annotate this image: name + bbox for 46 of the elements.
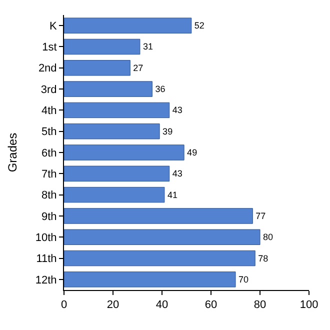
y-tick-label: 8th: [42, 190, 57, 202]
y-tick-label: 11th: [36, 253, 57, 266]
x-tick-label: 20: [106, 299, 120, 312]
y-tick-label: 5th: [42, 126, 57, 138]
bar: [64, 272, 236, 288]
x-tick-label: 100: [300, 299, 318, 312]
bar: [64, 144, 184, 160]
y-tick-label: 6th: [42, 147, 57, 160]
data-label: 31: [142, 42, 153, 52]
y-tick-label: 2nd: [38, 62, 57, 75]
y-tick-label: 12th: [35, 274, 57, 286]
bar: [64, 229, 260, 245]
bar: [64, 186, 165, 203]
data-label: 43: [172, 168, 182, 179]
bar: [64, 81, 152, 97]
x-tick-label: 60: [204, 299, 218, 312]
data-label: 52: [194, 20, 204, 31]
bar: [64, 166, 170, 182]
y-tick-label: 9th: [42, 210, 57, 223]
data-label: 27: [133, 62, 144, 73]
bar: [64, 250, 256, 266]
x-tick-label: 40: [156, 299, 168, 312]
x-tick-label: 80: [254, 299, 266, 312]
data-label: 41: [167, 190, 178, 200]
data-label: 70: [238, 274, 249, 284]
y-tick-label: 7th: [42, 168, 57, 180]
bar: [64, 60, 130, 76]
data-label: 77: [256, 210, 266, 221]
data-label: 80: [263, 232, 274, 242]
bar: [64, 208, 253, 224]
y-tick-label: 1st: [42, 42, 57, 54]
y-tick-label: 10th: [35, 232, 57, 244]
x-tick-label: 0: [60, 299, 68, 312]
y-tick-label: 3rd: [40, 84, 57, 96]
y-tick-label: 4th: [42, 105, 57, 118]
data-label: 39: [162, 126, 173, 136]
data-label: 49: [187, 148, 198, 158]
data-label: 78: [258, 253, 268, 264]
bar: [64, 102, 170, 118]
y-tick-label: K: [49, 20, 58, 32]
bar: [64, 18, 192, 34]
bar: [64, 123, 160, 140]
bar: [64, 38, 140, 55]
y-axis-title: Grades: [6, 132, 20, 172]
data-label: 36: [155, 84, 166, 94]
data-label: 43: [172, 105, 182, 116]
